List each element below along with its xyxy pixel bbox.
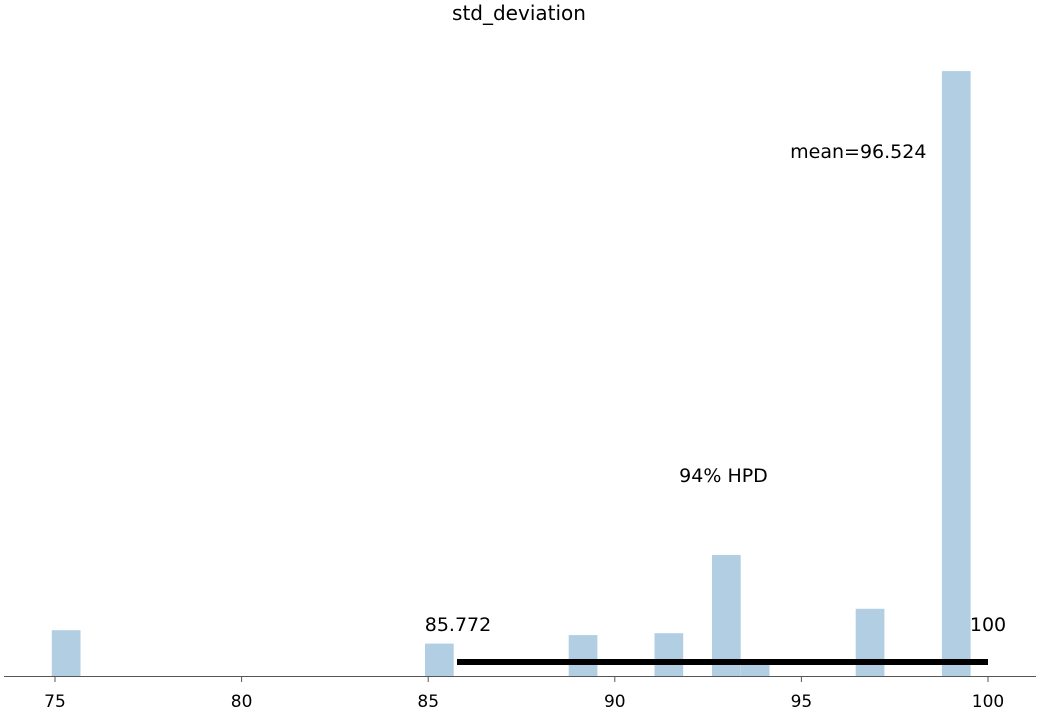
hpd-low-label: 85.772 bbox=[425, 614, 491, 636]
histogram-bar bbox=[51, 630, 81, 676]
mean-label: mean=96.524 bbox=[790, 141, 926, 163]
histogram-bar bbox=[941, 71, 971, 677]
x-tick-label: 80 bbox=[231, 692, 253, 712]
histogram-bar bbox=[855, 608, 885, 676]
chart-title: std_deviation bbox=[452, 1, 586, 25]
histogram-bar bbox=[712, 555, 741, 676]
histogram-bar bbox=[425, 643, 454, 676]
x-tick-label: 90 bbox=[604, 692, 626, 712]
x-tick-label: 100 bbox=[972, 692, 1004, 712]
histogram-bar bbox=[740, 663, 770, 676]
histogram-bar bbox=[568, 635, 598, 676]
x-ticks-group: 75 80 85 90 95 100 bbox=[44, 676, 1004, 712]
hpd-label: 94% HPD bbox=[679, 465, 768, 487]
histogram-bar bbox=[654, 633, 684, 676]
hpd-high-label: 100 bbox=[970, 614, 1006, 636]
x-tick-label: 95 bbox=[791, 692, 813, 712]
x-tick-label: 85 bbox=[417, 692, 439, 712]
x-tick-label: 75 bbox=[44, 692, 66, 712]
